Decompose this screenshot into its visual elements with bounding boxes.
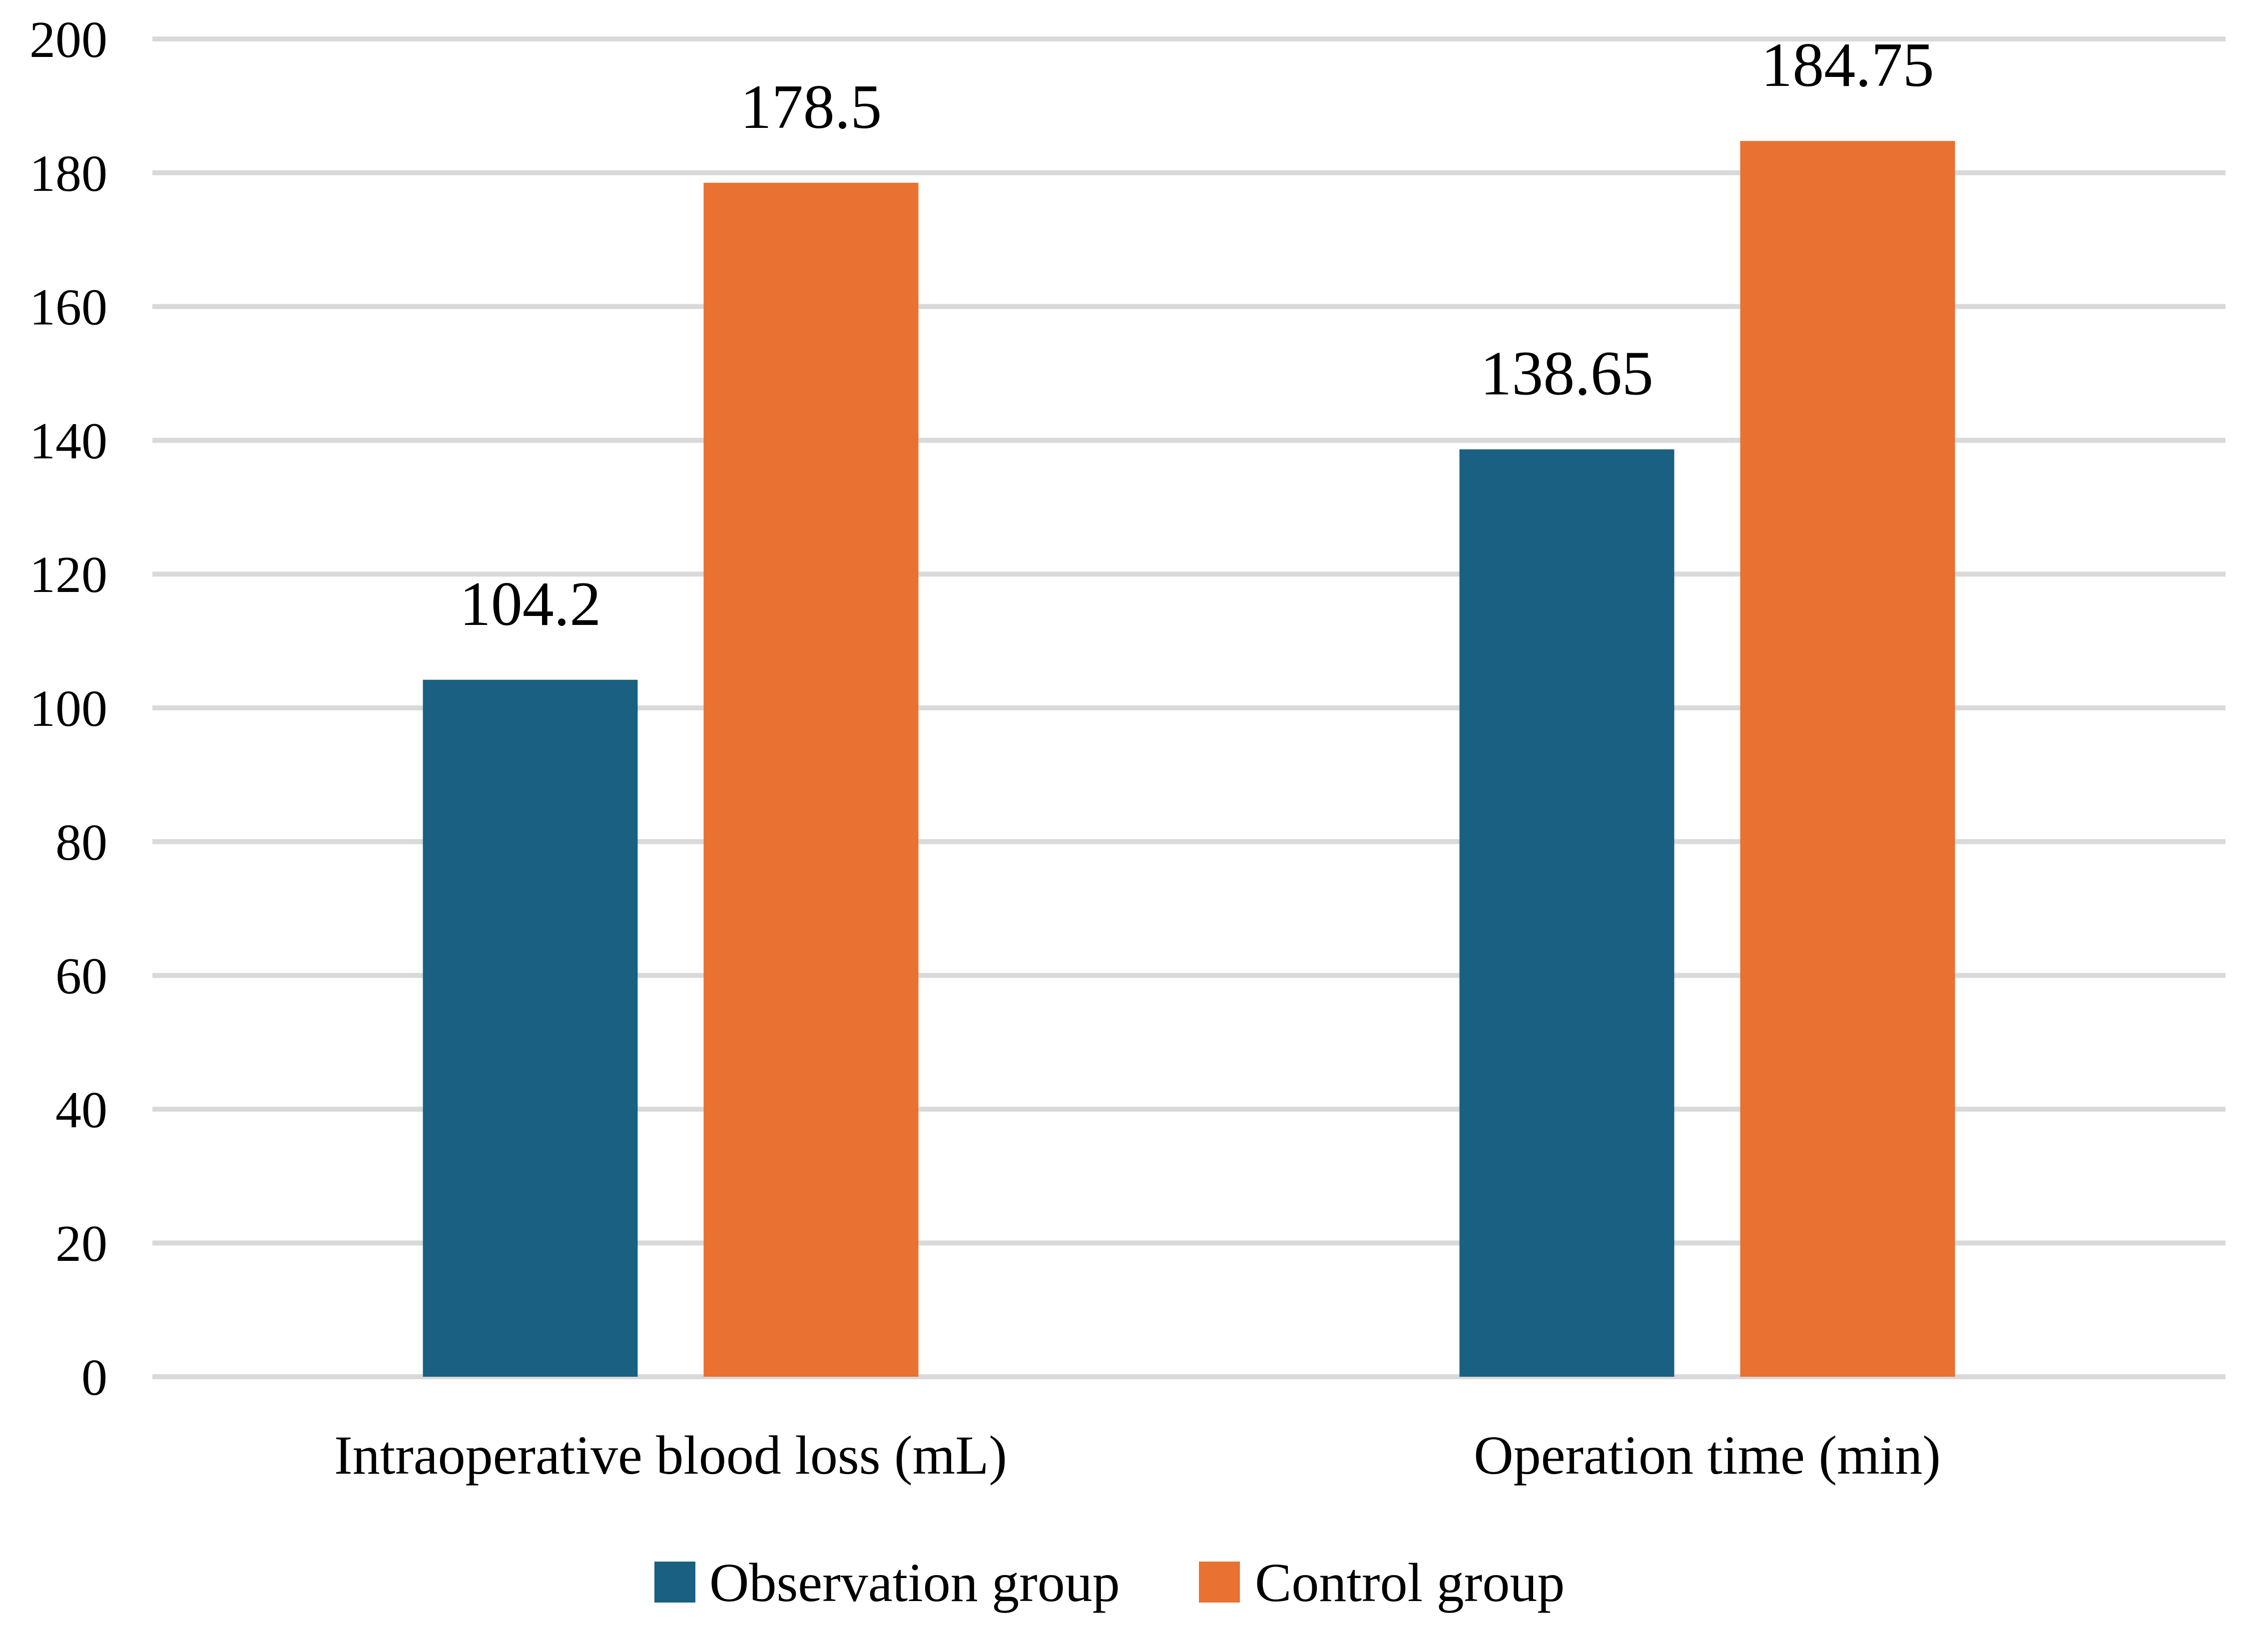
y-tick-label-80: 80 [55, 814, 107, 871]
x-axis-categories: Intraoperative blood loss (mL) Operation … [334, 1425, 1941, 1486]
data-label-0-1: 138.65 [1480, 339, 1654, 408]
y-tick-label-0: 0 [81, 1349, 107, 1406]
y-tick-label-60: 60 [55, 948, 107, 1005]
legend-swatch-1 [1199, 1562, 1240, 1603]
data-label-1-1: 184.75 [1761, 30, 1934, 100]
bar-observation-0 [423, 679, 638, 1377]
legend-swatch-0 [654, 1562, 695, 1603]
legend-label-1: Control group [1255, 1552, 1565, 1613]
bars [423, 141, 1955, 1377]
legend-label-0: Observation group [709, 1552, 1120, 1613]
y-tick-label-140: 140 [29, 412, 107, 470]
legend: Observation group Control group [654, 1552, 1565, 1613]
data-labels: 104.2 178.5 138.65 184.75 [460, 30, 1934, 639]
y-tick-label-120: 120 [29, 546, 107, 603]
y-tick-label-20: 20 [55, 1215, 107, 1272]
bar-control-0 [703, 182, 919, 1377]
y-axis-ticks: 0 20 40 60 80 100 120 140 160 180 200 [29, 11, 107, 1406]
bar-control-1 [1740, 141, 1955, 1377]
y-tick-label-200: 200 [29, 11, 107, 68]
y-tick-label-40: 40 [55, 1081, 107, 1138]
category-label-0: Intraoperative blood loss (mL) [334, 1425, 1007, 1486]
y-tick-label-100: 100 [29, 680, 107, 737]
bar-observation-1 [1459, 449, 1675, 1377]
data-label-1-0: 178.5 [740, 72, 882, 142]
y-tick-label-180: 180 [29, 145, 107, 202]
y-tick-label-160: 160 [29, 279, 107, 336]
category-label-1: Operation time (min) [1474, 1425, 1941, 1486]
data-label-0-0: 104.2 [460, 569, 601, 639]
